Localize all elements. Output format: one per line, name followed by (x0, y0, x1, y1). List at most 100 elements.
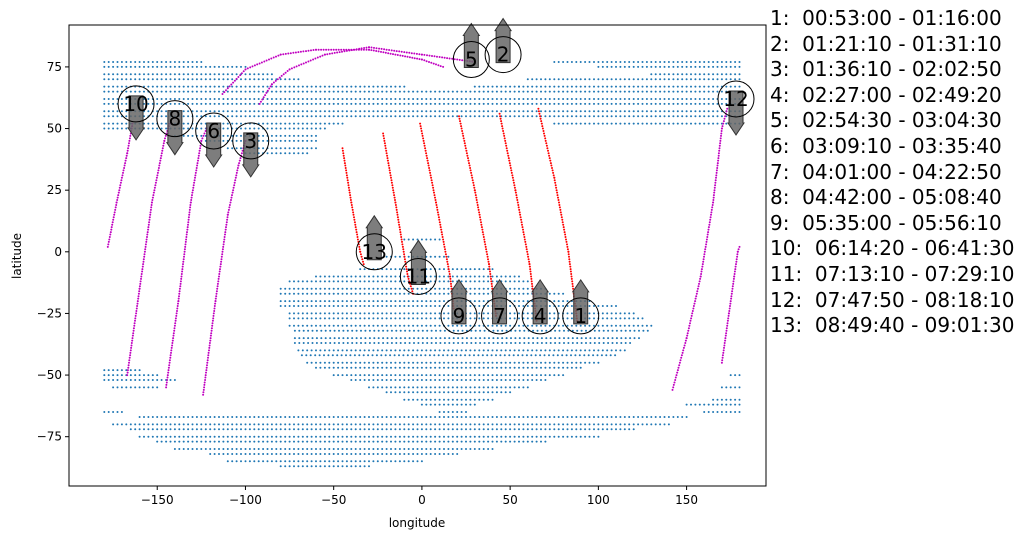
land-point (434, 440, 437, 443)
track-point (395, 50, 398, 53)
land-point (297, 416, 300, 418)
track-point (399, 233, 402, 236)
direction-arrow (490, 278, 509, 325)
land-point (390, 98, 392, 100)
track-point (422, 139, 425, 142)
land-point (585, 329, 587, 332)
land-point (358, 354, 361, 357)
land-point (359, 268, 362, 271)
land-point (173, 435, 176, 438)
land-point (667, 115, 670, 118)
track-point (505, 147, 508, 150)
land-point (451, 453, 454, 455)
land-point (398, 361, 401, 364)
land-point (566, 312, 569, 315)
land-point (103, 61, 106, 63)
land-point (173, 85, 176, 88)
track-point (383, 142, 386, 145)
land-point (240, 102, 242, 105)
land-point (381, 379, 384, 381)
land-point (491, 386, 494, 389)
track-point (566, 243, 568, 246)
land-point (425, 305, 428, 307)
track-point (499, 115, 502, 118)
land-point (420, 428, 423, 431)
land-point (306, 90, 309, 93)
land-point (434, 379, 437, 381)
land-point (112, 122, 115, 125)
land-point (593, 102, 595, 105)
track-point (678, 361, 681, 364)
land-point (523, 329, 526, 332)
land-point (385, 428, 388, 431)
land-point (421, 329, 424, 332)
land-point (398, 312, 401, 315)
land-point (451, 440, 454, 443)
track-point (390, 179, 393, 182)
land-point (394, 85, 397, 88)
track-point (368, 48, 370, 51)
land-point (641, 90, 644, 93)
land-point (112, 85, 115, 88)
land-point (504, 90, 507, 93)
land-point (297, 280, 300, 283)
land-point (182, 134, 185, 137)
land-point (147, 127, 150, 130)
land-point (487, 85, 490, 88)
track-point (233, 184, 236, 187)
land-point (284, 440, 287, 443)
land-point (412, 349, 415, 352)
land-point (526, 416, 529, 418)
land-point (606, 78, 609, 81)
land-point (279, 147, 282, 150)
land-point (407, 391, 410, 394)
land-point (526, 110, 529, 113)
land-point (465, 435, 467, 438)
land-point (390, 416, 392, 418)
land-point (504, 391, 507, 394)
land-point (500, 423, 503, 426)
track-point (537, 110, 540, 113)
track-point (362, 48, 365, 51)
land-point (588, 102, 591, 105)
x-tick-label: −100 (229, 493, 262, 507)
land-point (429, 366, 432, 369)
track-point (346, 179, 349, 182)
land-point (545, 342, 548, 344)
land-point (354, 416, 357, 418)
land-point (103, 369, 106, 372)
track-point (172, 337, 175, 340)
marker-circle (195, 112, 233, 150)
land-point (200, 448, 203, 450)
track-point (135, 310, 138, 312)
track-point (333, 51, 336, 54)
land-point (151, 90, 154, 93)
land-point (615, 329, 618, 332)
track-point (393, 49, 396, 52)
track-point (360, 255, 363, 258)
track-point (726, 322, 729, 325)
land-point (125, 90, 128, 93)
land-point (404, 329, 407, 332)
land-point (473, 379, 476, 381)
track-point (550, 164, 553, 167)
land-point (134, 65, 137, 68)
land-point (429, 453, 432, 455)
land-point (293, 453, 295, 455)
land-point (266, 73, 269, 76)
land-point (129, 423, 132, 426)
land-point (138, 379, 141, 381)
land-point (539, 354, 542, 357)
land-point (368, 292, 370, 295)
land-point (500, 361, 503, 364)
land-point (151, 374, 154, 377)
land-point (522, 90, 525, 93)
land-point (478, 102, 481, 105)
track-point (398, 226, 401, 229)
track-point (355, 231, 358, 234)
land-point (129, 386, 132, 389)
track-point (694, 300, 697, 303)
land-point (725, 398, 728, 401)
track-point (198, 152, 201, 155)
land-point (412, 238, 415, 241)
